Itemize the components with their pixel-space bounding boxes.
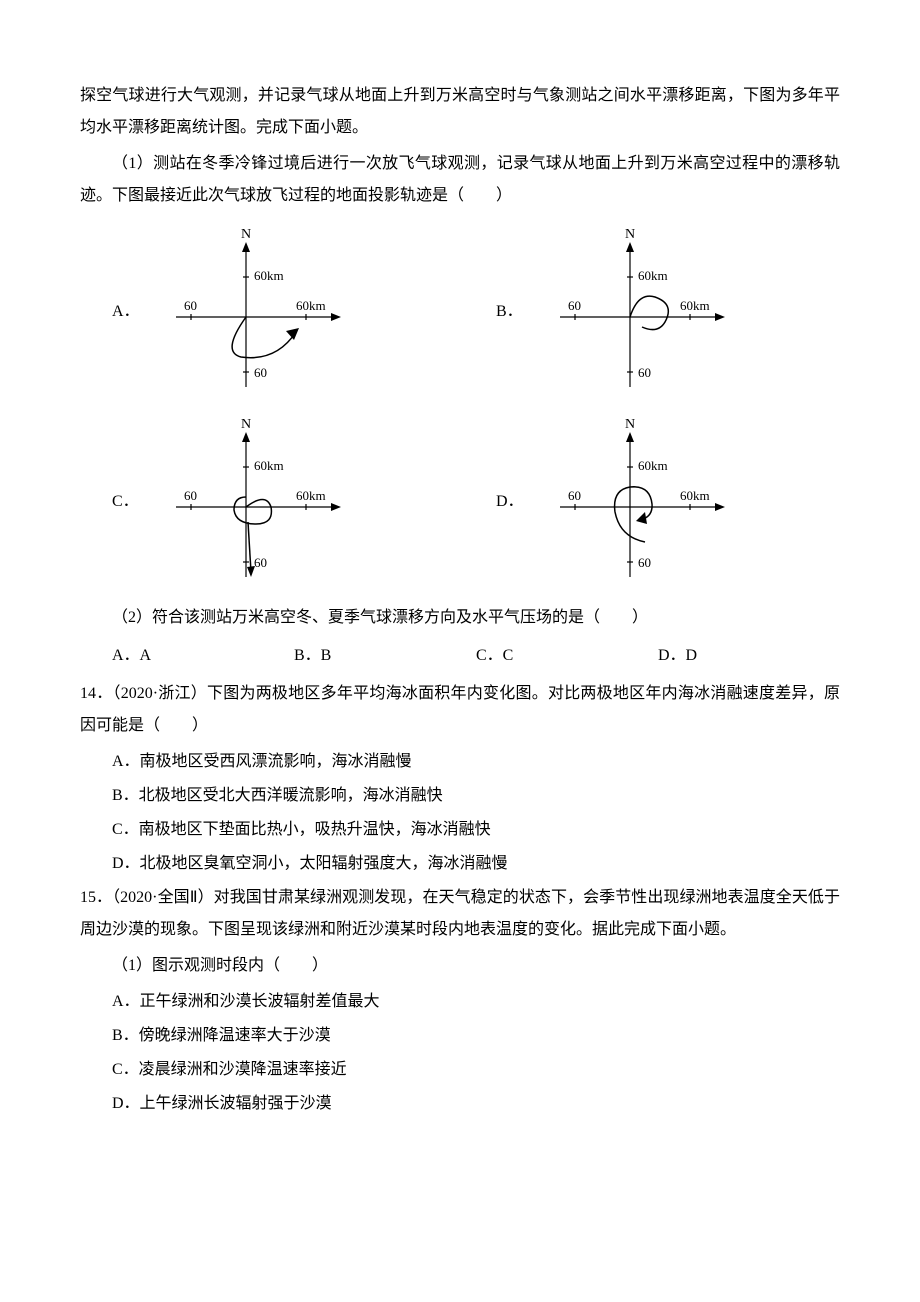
diagram-label-c: C． [112,486,140,518]
intro-paragraph: 探空气球进行大气观测，并记录气球从地面上升到万米高空时与气象测站之间水平漂移距离… [80,80,840,144]
right-tick: 60km [296,298,326,313]
q2-option-d: D．D [658,640,840,672]
bottom-tick: 60 [638,365,651,380]
q2-options: A．A B．B C．C D．D [112,640,840,672]
diagram-cell-c: C． N 60km 60km 60 60 [112,412,456,592]
diagram-label-d: D． [496,486,524,518]
bottom-tick: 60 [638,555,651,570]
n-label: N [241,227,251,242]
diagram-label-b: B． [496,296,524,328]
left-tick: 60 [568,298,581,313]
q14-stem: 14．（2020·浙江）下图为两极地区多年平均海冰面积年内变化图。对比两极地区年… [80,678,840,742]
top-tick: 60km [638,458,668,473]
right-tick: 60km [680,298,710,313]
q15-option-a: A．正午绿洲和沙漠长波辐射差值最大 [112,986,840,1018]
diagram-cell-b: B． N 60km 60km 60 60 [496,222,840,402]
n-label: N [625,227,635,242]
diagram-a-svg: N 60km 60km 60 60 [146,222,376,402]
q15-option-c: C．凌晨绿洲和沙漠降温速率接近 [112,1054,840,1086]
q14-option-b: B．北极地区受北大西洋暖流影响，海冰消融快 [112,780,840,812]
q15-stem: 15．（2020·全国Ⅱ）对我国甘肃某绿洲观测发现，在天气稳定的状态下，会季节性… [80,882,840,946]
q15-sub1: （1）图示观测时段内（ ） [80,950,840,982]
q1-stem: （1）测站在冬季冷锋过境后进行一次放飞气球观测，记录气球从地面上升到万米高空过程… [80,148,840,212]
diagram-d-svg: N 60km 60km 60 60 [530,412,760,592]
diagram-cell-a: A． N 60km 60km 60 60 [112,222,456,402]
q2-option-b: B．B [294,640,476,672]
right-tick: 60km [296,488,326,503]
diagram-label-a: A． [112,296,140,328]
top-tick: 60km [254,458,284,473]
q15-option-d: D．上午绿洲长波辐射强于沙漠 [112,1088,840,1120]
left-tick: 60 [568,488,581,503]
q2-stem: （2）符合该测站万米高空冬、夏季气球漂移方向及水平气压场的是（ ） [80,602,840,634]
q14-option-a: A．南极地区受西风漂流影响，海冰消融慢 [112,746,840,778]
left-tick: 60 [184,488,197,503]
bottom-tick: 60 [254,555,267,570]
q2-option-a: A．A [112,640,294,672]
n-label: N [625,417,635,432]
top-tick: 60km [638,268,668,283]
bottom-tick: 60 [254,365,267,380]
top-tick: 60km [254,268,284,283]
diagram-b-svg: N 60km 60km 60 60 [530,222,760,402]
q14-option-c: C．南极地区下垫面比热小，吸热升温快，海冰消融快 [112,814,840,846]
diagram-c-svg: N 60km 60km 60 60 [146,412,376,592]
n-label: N [241,417,251,432]
q2-option-c: C．C [476,640,658,672]
diagram-grid: A． N 60km 60km 60 60 B． [112,222,840,592]
diagram-cell-d: D． N 60km 60km 60 60 [496,412,840,592]
left-tick: 60 [184,298,197,313]
right-tick: 60km [680,488,710,503]
q15-option-b: B．傍晚绿洲降温速率大于沙漠 [112,1020,840,1052]
q14-option-d: D．北极地区臭氧空洞小，太阳辐射强度大，海冰消融慢 [112,848,840,880]
